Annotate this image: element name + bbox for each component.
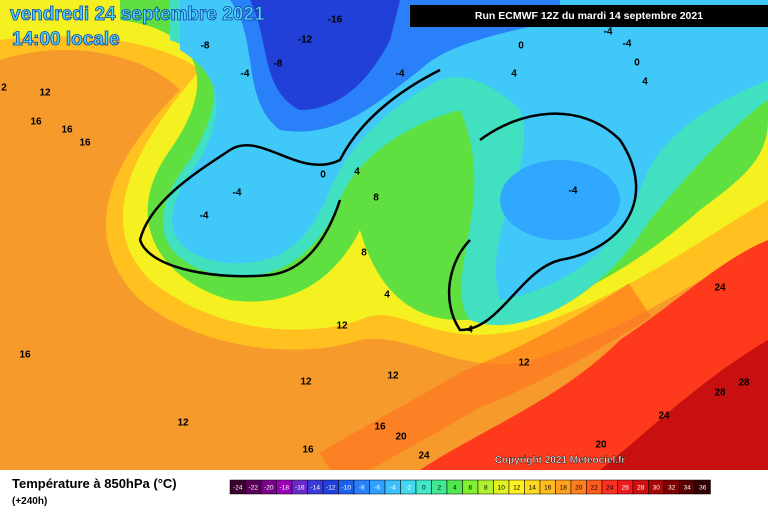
contour-label: -4: [604, 27, 613, 38]
contour-label: 16: [374, 422, 386, 433]
contour-label: 0: [320, 170, 326, 181]
run-info: Run ECMWF 12Z du mardi 14 septembre 2021: [475, 10, 703, 22]
contour-label: -4: [241, 69, 250, 80]
contour-label: 24: [714, 283, 726, 294]
scale-label: -14: [311, 485, 321, 492]
scale-label: 20: [575, 485, 583, 492]
contour-label: 16: [79, 138, 91, 149]
scale-swatch: [694, 479, 711, 495]
scale-label: 36: [699, 485, 707, 492]
contour-label: -8: [274, 59, 283, 70]
scale-label: 30: [653, 485, 661, 492]
contour-label: 4: [511, 69, 517, 80]
scale-label: -10: [342, 485, 352, 492]
scale-label: -22: [249, 485, 259, 492]
contour-label: 12: [300, 377, 312, 388]
contour-label: 8: [373, 193, 379, 204]
scale-label: 14: [529, 485, 537, 492]
scale-label: -8: [359, 485, 365, 492]
contour-label: 4: [384, 290, 390, 301]
contour-label: -4: [200, 211, 209, 222]
orange-band: [319, 283, 652, 488]
lead-time: (+240h): [12, 496, 47, 507]
contour-label: 12: [177, 418, 189, 429]
scale-label: 6: [468, 485, 472, 492]
scale-label: -18: [280, 485, 290, 492]
scale-label: -16: [295, 485, 305, 492]
contour-label: -12: [298, 35, 313, 46]
contour-label: 28: [738, 378, 750, 389]
contour-label: -4: [623, 39, 632, 50]
contour-label: 8: [361, 248, 367, 259]
forecast-time: 14:00 locale: [12, 29, 120, 50]
contour-label: -4: [396, 69, 405, 80]
contour-label: -4: [233, 188, 242, 199]
scale-label: 34: [684, 485, 692, 492]
contour-label: 0: [518, 41, 524, 52]
scale-label: -4: [390, 485, 396, 492]
contour-label: -8: [201, 41, 210, 52]
deep-blue-zone: [250, 0, 400, 110]
zero-isotherm: [138, 199, 342, 278]
contour-label: -16: [328, 15, 343, 26]
contour-label: 12: [518, 358, 530, 369]
contour-label: 20: [595, 440, 607, 451]
scale-label: 0: [422, 485, 426, 492]
contour-label: 12: [336, 321, 348, 332]
parameter-title: Température à 850hPa (°C): [12, 476, 177, 491]
scale-label: 28: [637, 485, 645, 492]
contour-label: 12: [39, 88, 51, 99]
scale-label: 22: [591, 485, 599, 492]
copyright: Copyright 2021 Meteociel.fr: [495, 455, 626, 466]
run-banner: [410, 5, 768, 27]
scale-label: 24: [606, 485, 614, 492]
contour-label: 4: [467, 325, 473, 336]
contour-label: 16: [19, 350, 31, 361]
scale-label: 2: [437, 485, 441, 492]
contour-label: 12: [387, 371, 399, 382]
scale-label: -24: [233, 485, 243, 492]
scale-label: 16: [544, 485, 552, 492]
contour-label: 4: [642, 77, 648, 88]
contour-label: 2: [1, 83, 7, 94]
scale-label: 32: [668, 485, 676, 492]
cold-pool: [500, 160, 620, 240]
scale-label: 8: [484, 485, 488, 492]
scale-label: 18: [560, 485, 568, 492]
contour-label: 16: [61, 125, 73, 136]
forecast-date: vendredi 24 septembre 2021: [10, 4, 265, 25]
contour-label: 24: [658, 411, 670, 422]
contour-label: 4: [354, 167, 360, 178]
scale-label: 4: [453, 485, 457, 492]
dark-red-zone: [600, 340, 768, 470]
contour-label: 24: [418, 451, 430, 462]
scale-label: -20: [264, 485, 274, 492]
scale-label: 10: [498, 485, 506, 492]
contour-label: -4: [569, 186, 578, 197]
contour-label: 16: [302, 445, 314, 456]
contour-label: 28: [714, 388, 726, 399]
scale-label: 26: [622, 485, 630, 492]
scale-label: -2: [405, 485, 411, 492]
contour-label: 16: [30, 117, 42, 128]
scale-label: -6: [374, 485, 380, 492]
contour-label: 0: [634, 58, 640, 69]
scale-label: 12: [513, 485, 521, 492]
scale-label: -12: [326, 485, 336, 492]
contour-label: 20: [395, 432, 407, 443]
zero-isotherm: [138, 68, 638, 332]
